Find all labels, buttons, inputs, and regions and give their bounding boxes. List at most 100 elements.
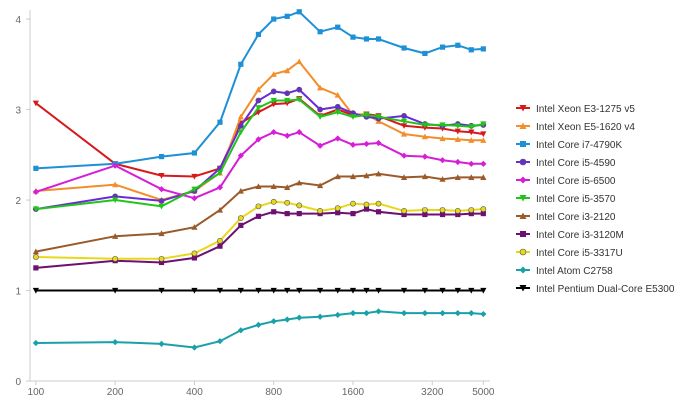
legend-item[interactable]: Intel Core i5-6500 (516, 176, 616, 187)
data-point (237, 327, 244, 334)
data-point (454, 207, 461, 214)
data-point (112, 287, 119, 294)
data-point (270, 71, 277, 77)
series-line (35, 60, 484, 202)
legend-item[interactable]: Intel Core i3-2120 (516, 212, 616, 223)
data-point (296, 129, 303, 136)
data-point (480, 137, 487, 143)
data-point (255, 203, 262, 210)
legend-item[interactable]: Intel Core i5-4590 (516, 158, 616, 169)
data-point (33, 265, 39, 271)
data-point (400, 118, 408, 125)
data-point (158, 172, 165, 179)
data-point (158, 340, 165, 347)
legend-item[interactable]: Intel Core i7-4790K (516, 140, 622, 151)
chart-series-layer (32, 9, 487, 351)
data-point (296, 96, 303, 103)
data-point (284, 210, 290, 217)
data-point (455, 211, 461, 218)
data-point (270, 88, 277, 95)
legend-label: Intel Atom C2758 (536, 266, 613, 277)
data-point (480, 174, 487, 181)
data-point (296, 314, 303, 321)
legend-item[interactable]: Intel Core i3-3120M (516, 230, 624, 241)
data-point (317, 106, 323, 113)
data-point (334, 91, 341, 98)
legend-item[interactable]: Intel Xeon E3-1275 v5 (516, 104, 635, 115)
x-tick-label: 5000 (472, 387, 495, 398)
data-point (400, 174, 408, 181)
data-point (191, 150, 198, 156)
legend-label: Intel Xeon E3-1275 v5 (536, 104, 635, 115)
y-tick-label: 3 (15, 106, 21, 117)
data-point (350, 210, 356, 217)
data-point (421, 287, 429, 294)
legend-item[interactable]: Intel Core i5-3570 (516, 194, 616, 205)
data-point (363, 112, 370, 119)
series-intel-pentium-dual-core-e5300 (32, 287, 487, 294)
data-point (237, 122, 244, 129)
data-point (284, 97, 291, 104)
data-point (255, 86, 262, 93)
data-point (468, 174, 475, 181)
data-point (401, 45, 407, 51)
data-point (191, 195, 198, 202)
data-point (455, 42, 461, 48)
data-point (237, 152, 244, 159)
data-point (216, 338, 224, 345)
legend-item[interactable]: Intel Pentium Dual-Core E5300 (516, 284, 675, 295)
data-point (158, 230, 165, 237)
data-point (454, 287, 461, 294)
data-point (316, 182, 324, 189)
data-point (255, 97, 262, 104)
data-point (375, 170, 382, 177)
data-point (191, 224, 198, 230)
chart-legend[interactable]: Intel Xeon E3-1275 v5 Intel Xeon E5-1620 … (516, 104, 675, 295)
data-point (334, 173, 341, 180)
data-point (316, 114, 324, 120)
data-point (439, 157, 446, 164)
series-intel-xeon-e5-1620-v4 (32, 58, 487, 203)
data-point (191, 255, 198, 261)
data-point (468, 207, 475, 213)
data-point (519, 176, 527, 184)
data-point (454, 174, 461, 181)
data-point (33, 165, 39, 171)
series-intel-atom-c2758 (32, 308, 487, 351)
data-point (520, 231, 526, 237)
data-point (296, 210, 302, 217)
data-point (350, 200, 356, 207)
data-point (316, 84, 324, 91)
data-point (158, 287, 165, 294)
data-point (216, 184, 224, 191)
data-point (349, 141, 357, 148)
data-point (350, 34, 356, 40)
data-point (349, 173, 357, 180)
data-point (158, 198, 165, 204)
data-point (334, 103, 341, 110)
data-point (375, 36, 382, 42)
legend-item[interactable]: Intel Xeon E5-1620 v4 (516, 122, 635, 133)
data-point (480, 310, 487, 318)
data-point (112, 338, 119, 346)
data-point (284, 316, 291, 323)
data-point (400, 152, 408, 159)
x-tick-label: 1600 (342, 387, 365, 398)
series-intel-core-i7-4790k (33, 9, 486, 171)
data-point (363, 172, 370, 179)
data-point (284, 13, 290, 19)
data-point (32, 206, 39, 213)
data-point (439, 310, 446, 317)
data-point (255, 321, 262, 328)
legend-label: Intel Core i3-2120 (536, 212, 616, 223)
legend-label: Intel Core i5-3317U (536, 248, 623, 259)
data-point (334, 135, 341, 142)
data-point (255, 31, 262, 38)
data-point (296, 179, 303, 186)
data-point (270, 101, 277, 108)
data-point (284, 67, 291, 74)
legend-item[interactable]: Intel Atom C2758 (516, 266, 613, 277)
data-point (255, 105, 262, 111)
series-intel-core-i5-3570 (32, 96, 487, 213)
legend-item[interactable]: Intel Core i5-3317U (516, 248, 623, 259)
